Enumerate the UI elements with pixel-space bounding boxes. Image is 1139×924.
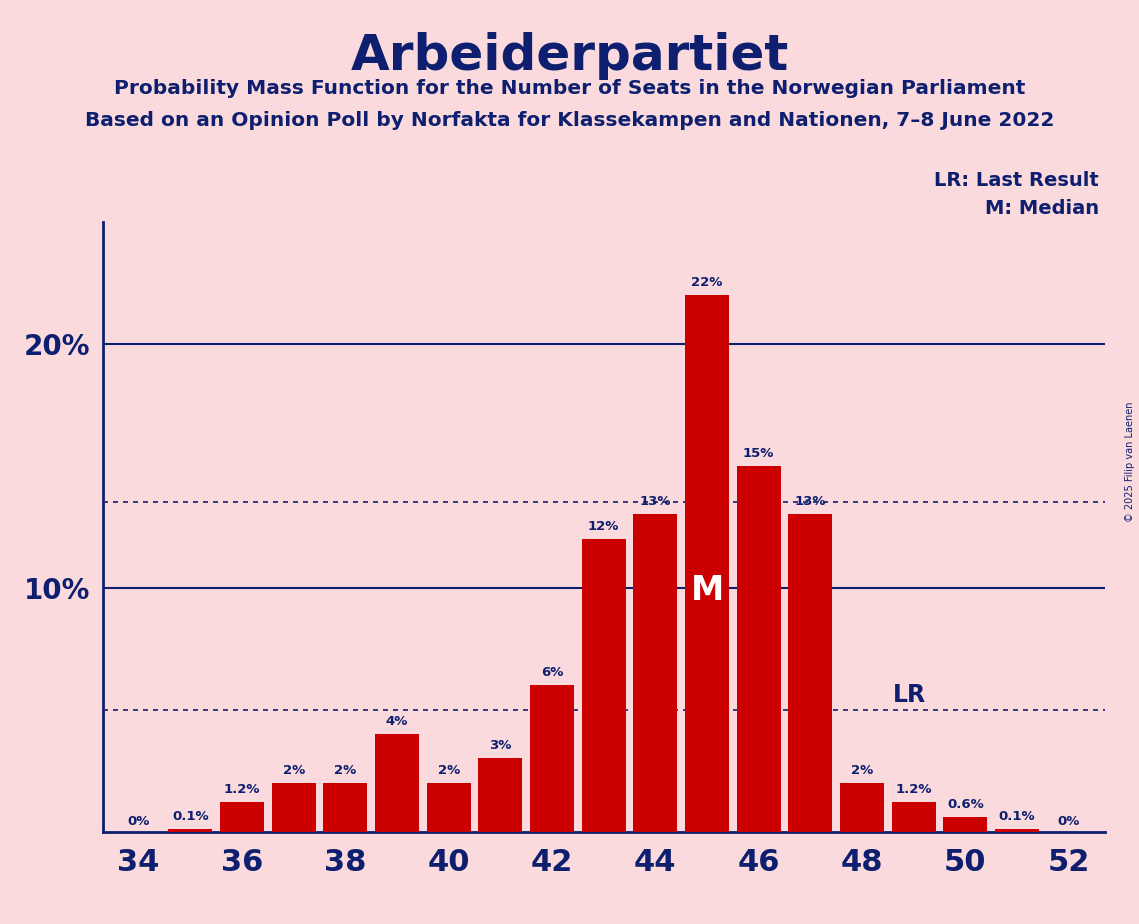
Bar (995, 829, 1039, 832)
Text: LR: LR (893, 683, 926, 707)
Text: 0.1%: 0.1% (999, 810, 1035, 823)
Text: 22%: 22% (691, 276, 722, 289)
Text: 0.6%: 0.6% (947, 797, 984, 811)
Text: 2%: 2% (282, 764, 305, 777)
Text: 2%: 2% (851, 764, 874, 777)
Text: 13%: 13% (795, 495, 826, 508)
Text: 4%: 4% (386, 715, 408, 728)
Bar (685, 295, 729, 832)
Bar (737, 466, 780, 832)
Text: 6%: 6% (541, 666, 563, 679)
Text: M: Median: M: Median (985, 199, 1099, 218)
Text: 0.1%: 0.1% (172, 810, 208, 823)
Bar (220, 802, 264, 832)
Text: LR: Last Result: LR: Last Result (934, 171, 1099, 190)
Text: 1.2%: 1.2% (895, 784, 932, 796)
Bar (943, 817, 988, 832)
Text: Probability Mass Function for the Number of Seats in the Norwegian Parliament: Probability Mass Function for the Number… (114, 79, 1025, 98)
Text: 2%: 2% (437, 764, 460, 777)
Text: 13%: 13% (640, 495, 671, 508)
Text: 3%: 3% (489, 739, 511, 752)
Bar (375, 734, 419, 832)
Bar (788, 515, 833, 832)
Bar (323, 783, 367, 832)
Text: 15%: 15% (743, 446, 775, 459)
Text: 2%: 2% (334, 764, 357, 777)
Text: Arbeiderpartiet: Arbeiderpartiet (351, 32, 788, 80)
Bar (272, 783, 316, 832)
Bar (169, 829, 212, 832)
Text: 12%: 12% (588, 520, 620, 533)
Text: © 2025 Filip van Laenen: © 2025 Filip van Laenen (1125, 402, 1134, 522)
Text: Based on an Opinion Poll by Norfakta for Klassekampen and Nationen, 7–8 June 202: Based on an Opinion Poll by Norfakta for… (84, 111, 1055, 130)
Text: 0%: 0% (128, 815, 150, 828)
Text: 1.2%: 1.2% (223, 784, 260, 796)
Bar (530, 686, 574, 832)
Bar (427, 783, 470, 832)
Text: M: M (690, 574, 723, 606)
Bar (478, 759, 523, 832)
Bar (892, 802, 935, 832)
Bar (582, 539, 625, 832)
Text: 0%: 0% (1057, 815, 1080, 828)
Bar (841, 783, 884, 832)
Bar (633, 515, 678, 832)
